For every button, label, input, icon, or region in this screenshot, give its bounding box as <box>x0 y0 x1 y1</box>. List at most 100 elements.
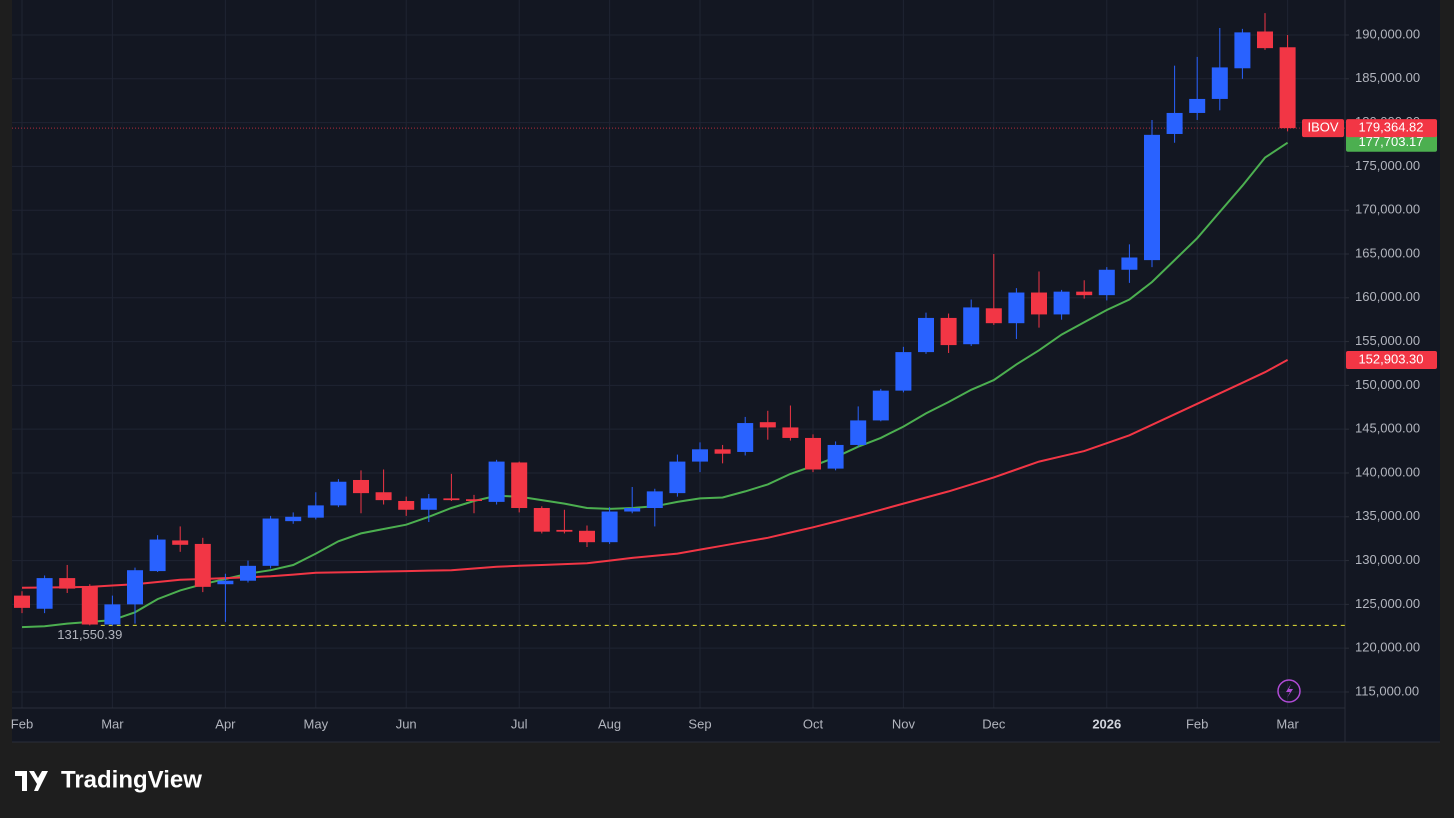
candle-body <box>601 511 618 543</box>
y-tick-label: 145,000.00 <box>1355 421 1420 436</box>
candle-body <box>827 444 844 469</box>
chart-background <box>12 0 1440 742</box>
candle-body <box>1031 292 1047 315</box>
y-tick-label: 155,000.00 <box>1355 333 1420 348</box>
candle-body <box>850 420 867 445</box>
price-label: 152,903.30 <box>1358 351 1423 366</box>
candle-body <box>1189 98 1206 113</box>
candle-body <box>443 498 460 501</box>
candle-body <box>1098 269 1115 296</box>
candle-body <box>805 437 821 470</box>
moving-average <box>21 359 1289 589</box>
candle-body <box>963 307 980 345</box>
x-tick-label: May <box>304 716 329 731</box>
x-tick-label: Feb <box>11 716 33 731</box>
candle-body <box>646 491 663 509</box>
candle-body <box>579 530 595 543</box>
candle-body <box>240 565 256 581</box>
x-tick-label: Feb <box>1186 716 1208 731</box>
candle-body <box>330 481 347 506</box>
candle-body <box>692 449 708 462</box>
candle-body <box>556 529 573 532</box>
brand: TradingView <box>61 766 202 793</box>
candle-body <box>985 308 1002 324</box>
logo: TradingView <box>15 766 202 793</box>
candle-body <box>940 317 957 346</box>
y-tick-label: 135,000.00 <box>1355 508 1420 523</box>
x-tick-label: Apr <box>215 716 236 731</box>
candle-body <box>307 505 324 518</box>
x-tick-label: Jul <box>511 716 528 731</box>
x-tick-label: Dec <box>982 716 1006 731</box>
candle-body <box>669 461 686 494</box>
y-tick-label: 175,000.00 <box>1355 158 1420 173</box>
y-tick-label: 190,000.00 <box>1355 26 1420 41</box>
low-label: 131,550.39 <box>57 627 122 642</box>
candle-body <box>1076 291 1093 296</box>
price-label-box <box>1346 350 1437 369</box>
candle-body <box>511 462 528 509</box>
candle-body <box>14 595 30 608</box>
y-tick-label: 170,000.00 <box>1355 202 1420 217</box>
candle-body <box>1008 292 1025 324</box>
candle-body <box>398 501 415 510</box>
y-tick-label: 130,000.00 <box>1355 552 1420 567</box>
candle-body <box>262 518 279 566</box>
y-tick-label: 120,000.00 <box>1355 640 1420 655</box>
candle-body <box>104 604 121 625</box>
candle-body <box>1211 67 1228 99</box>
candle-body <box>172 540 189 545</box>
x-tick-label: Sep <box>688 716 711 731</box>
candle-body <box>194 543 211 587</box>
candle-body <box>714 449 731 454</box>
price-label-box <box>1346 133 1437 152</box>
y-tick-label: 140,000.00 <box>1355 464 1420 479</box>
candle-body <box>466 499 482 502</box>
candle-body <box>737 423 754 452</box>
candle-body <box>782 427 799 438</box>
candle-body <box>1166 112 1183 134</box>
candle-body <box>1144 134 1160 261</box>
logo-mark <box>15 771 48 791</box>
x-tick-label: Mar <box>1276 716 1299 731</box>
candle-body <box>1234 32 1251 69</box>
y-tick-label: 185,000.00 <box>1355 70 1420 85</box>
y-tick-label: 150,000.00 <box>1355 377 1420 392</box>
candle-body <box>918 317 934 353</box>
candle-body <box>420 498 437 510</box>
candle-body <box>1279 47 1296 129</box>
candle-body <box>1257 31 1273 49</box>
candle-body <box>375 492 392 501</box>
price-label-box <box>1346 119 1437 138</box>
x-tick-label: Nov <box>892 716 916 731</box>
candle-body <box>533 508 550 532</box>
candle-body <box>759 422 776 428</box>
alert-icon[interactable] <box>1277 679 1301 703</box>
candle-body <box>149 539 166 572</box>
candle-body <box>488 461 505 502</box>
x-tick-label: Jun <box>396 716 417 731</box>
candle-body <box>217 580 234 585</box>
price-label: 179,364.82 <box>1358 120 1423 135</box>
candle-body <box>127 570 143 605</box>
candle-body <box>1121 257 1138 270</box>
price-label: 177,703.17 <box>1358 134 1423 149</box>
candle-body <box>872 390 889 421</box>
candle-body <box>1053 291 1070 315</box>
candle-body <box>895 352 912 391</box>
x-tick-label: Mar <box>101 716 124 731</box>
candle-body <box>36 578 53 609</box>
y-tick-label: 160,000.00 <box>1355 289 1420 304</box>
x-tick-label: Oct <box>803 716 824 731</box>
symbol-label-box <box>1302 119 1344 138</box>
y-tick-label: 165,000.00 <box>1355 245 1420 260</box>
candle-body <box>59 578 76 589</box>
candle-body <box>81 585 98 625</box>
x-tick-label: Aug <box>598 716 621 731</box>
alert-icon-bolt <box>1286 684 1293 698</box>
y-tick-label: 115,000.00 <box>1355 683 1419 698</box>
y-tick-label: 125,000.00 <box>1355 596 1420 611</box>
candle-body <box>353 479 369 494</box>
candle-body <box>285 516 302 522</box>
